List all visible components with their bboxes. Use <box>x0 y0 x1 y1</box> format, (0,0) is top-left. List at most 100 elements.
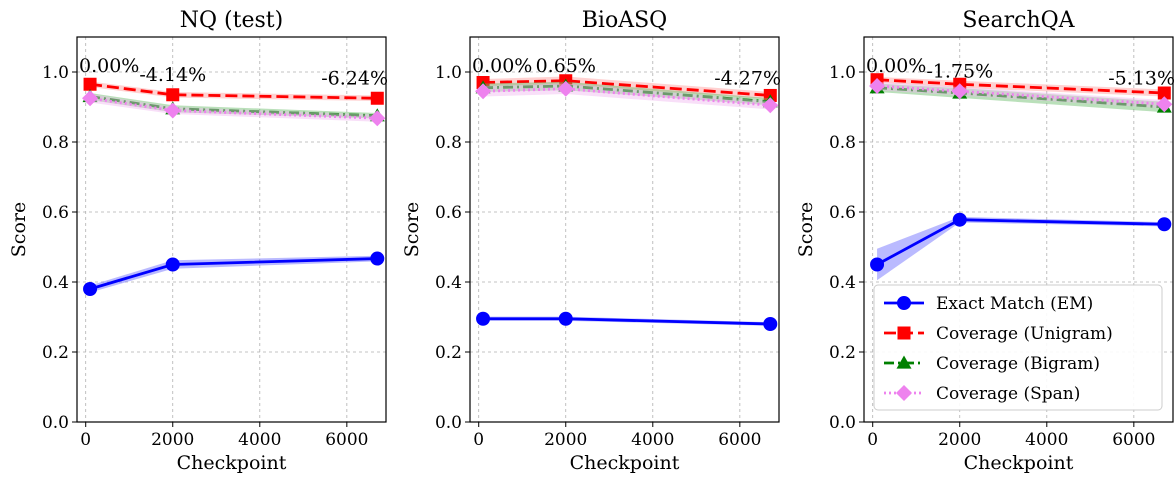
y-tick-label: 0.4 <box>42 273 69 293</box>
data-point <box>1156 96 1173 113</box>
x-tick-label: 4000 <box>1025 430 1068 450</box>
x-tick-label: 6000 <box>325 430 368 450</box>
chart-title: NQ (test) <box>180 8 283 33</box>
legend-marker <box>897 326 911 340</box>
chart-title: BioASQ <box>582 8 667 33</box>
legend-label: Exact Match (EM) <box>936 294 1093 314</box>
data-point <box>370 251 385 266</box>
series <box>476 311 778 331</box>
y-tick-label: 0.2 <box>435 343 462 363</box>
data-point <box>369 110 386 127</box>
x-tick-label: 0 <box>80 430 91 450</box>
x-tick-label: 0 <box>867 430 878 450</box>
plot-frame <box>469 36 780 423</box>
series-line <box>876 218 1165 266</box>
plot-frame <box>863 36 1174 423</box>
data-point <box>951 83 968 100</box>
series-line <box>483 79 771 97</box>
data-point <box>164 102 181 119</box>
data-point <box>952 212 967 227</box>
data-point <box>82 90 99 107</box>
y-tick-label: 0.8 <box>42 133 69 153</box>
data-point <box>476 311 491 326</box>
data-point <box>558 311 573 326</box>
y-axis-label: Score <box>401 202 423 257</box>
annotation-label: 0.00% <box>79 55 139 77</box>
annotation-label: 0.00% <box>866 55 926 77</box>
y-axis-label: Score <box>8 202 30 257</box>
annotation-label: -6.24% <box>321 67 388 89</box>
series-band <box>877 81 1165 109</box>
y-tick-label: 0.4 <box>829 273 856 293</box>
x-tick-label: 0 <box>473 430 484 450</box>
data-point <box>83 77 97 91</box>
y-tick-label: 1.0 <box>829 63 856 83</box>
annotation-label: -4.14% <box>139 64 206 86</box>
x-axis-label: Checkpoint <box>177 452 287 474</box>
series-line <box>89 96 378 120</box>
y-tick-label: 0.4 <box>435 273 462 293</box>
y-axis-label: Score <box>795 202 817 257</box>
y-tick-label: 1.0 <box>42 63 69 83</box>
y-tick-label: 0.0 <box>829 413 856 433</box>
series-band <box>90 255 378 293</box>
series-band <box>90 81 378 102</box>
annotation-label: 0.65% <box>536 55 596 77</box>
data-point <box>557 80 574 97</box>
x-tick-label: 2000 <box>544 430 587 450</box>
legend-marker <box>897 296 911 310</box>
series <box>475 80 779 114</box>
legend-box <box>873 284 1163 411</box>
x-tick-label: 6000 <box>718 430 761 450</box>
y-tick-label: 0.6 <box>42 203 69 223</box>
plot-frame <box>76 36 387 423</box>
annotation-label: -1.75% <box>926 60 993 82</box>
annotation-label: 0.00% <box>472 55 532 77</box>
chart-panel: 0.0 0.2 0.4 0.6 0.8 1.0 0 2000 4000 6000 0.00% 0.65… <box>401 8 781 474</box>
y-tick-label: 0.6 <box>829 203 856 223</box>
annotation-label: -4.27% <box>714 67 781 89</box>
legend-label: Coverage (Bigram) <box>936 354 1100 374</box>
x-tick-label: 2000 <box>151 430 194 450</box>
y-tick-label: 0.8 <box>435 133 462 153</box>
x-tick-label: 4000 <box>631 430 674 450</box>
y-tick-label: 0.2 <box>829 343 856 363</box>
legend-marker <box>896 355 912 369</box>
annotation-label: -5.13% <box>1108 67 1175 89</box>
legend-label: Coverage (Span) <box>936 384 1080 404</box>
legend-label: Coverage (Unigram) <box>936 324 1113 344</box>
data-point <box>762 97 779 114</box>
data-point <box>165 257 180 272</box>
y-tick-label: 0.0 <box>435 413 462 433</box>
chart-panel: 0.0 0.2 0.4 0.6 0.8 1.0 0 2000 4000 6000 0.00% -4.1… <box>8 8 388 474</box>
x-axis-label: Checkpoint <box>964 452 1074 474</box>
data-point <box>83 282 98 296</box>
chart-title: SearchQA <box>962 8 1075 33</box>
data-point <box>1157 86 1171 100</box>
data-point <box>870 257 885 272</box>
y-tick-label: 0.8 <box>829 133 856 153</box>
data-point <box>475 83 492 100</box>
series <box>83 77 384 105</box>
data-point <box>370 91 384 105</box>
y-tick-label: 0.0 <box>42 413 69 433</box>
legend: Exact Match (EM) Coverage (Unigram) Covera… <box>873 284 1163 411</box>
x-tick-label: 2000 <box>938 430 981 450</box>
chart-panel: 0.0 0.2 0.4 0.6 0.8 1.0 0 2000 4000 6000 0.00% -1.7… <box>795 8 1175 474</box>
series <box>869 78 1173 113</box>
series-line <box>876 78 1165 95</box>
series-band <box>877 216 1165 281</box>
series <box>82 90 386 127</box>
data-point <box>763 317 778 331</box>
series-line <box>89 82 378 100</box>
series <box>83 251 385 296</box>
data-point <box>869 78 886 94</box>
data-point <box>166 88 180 102</box>
legend-marker <box>896 385 912 401</box>
y-tick-label: 0.2 <box>42 343 69 363</box>
y-tick-label: 1.0 <box>435 63 462 83</box>
x-tick-label: 4000 <box>238 430 281 450</box>
x-tick-label: 6000 <box>1112 430 1155 450</box>
x-axis-label: Checkpoint <box>570 452 680 474</box>
